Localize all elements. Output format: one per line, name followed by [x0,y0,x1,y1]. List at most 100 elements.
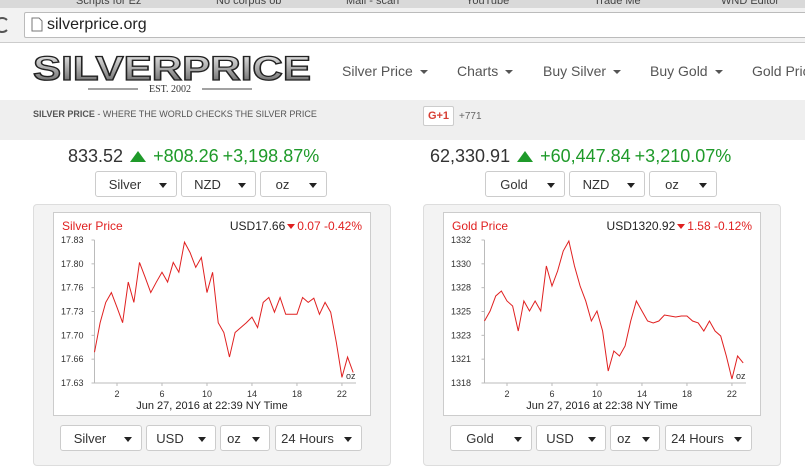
quote: USD1320.92 1.58 -0.12% [607,219,752,233]
y-tick-label: 17.63 [61,378,84,388]
select[interactable]: 24 Hours [275,425,362,451]
timestamp: Jun 27, 2016 at 22:39 NY Time [136,400,287,412]
price: 833.52 [68,146,124,166]
select-value: oz [227,431,241,446]
nav-label: Buy Silver [543,63,607,79]
y-tick-label: 17.76 [61,283,84,293]
select-caret [309,183,317,188]
select[interactable]: Silver [95,171,177,197]
quote-price: USD17.66 [229,219,286,233]
tab-title[interactable]: WND Editor [721,0,780,7]
select-value: oz [275,177,290,192]
select-value: Silver [73,431,107,446]
tab-title[interactable]: Mail - scari [346,0,400,7]
price-percent: +3,198.87% [222,146,320,166]
unit-label: oz [736,371,746,381]
x-tick-label: 2 [504,389,509,399]
nav-label: Gold Price [752,63,805,79]
select-value: oz [617,431,631,446]
gplus-count: +771 [459,111,482,122]
select[interactable]: Silver [60,425,142,451]
y-tick-label: 1325 [451,307,471,317]
select-value: USD [546,431,574,446]
select-caret [642,437,650,442]
nav-item[interactable]: Buy Gold [650,63,723,79]
reload-icon[interactable] [0,16,10,34]
price-change: +60,447.84 [540,146,631,166]
logo-est: EST. 2002 [149,84,191,95]
select[interactable]: USD [146,425,216,451]
x-tick-label: 6 [549,389,554,399]
select[interactable]: oz [649,171,717,197]
y-tick-label: 1328 [451,283,471,293]
select-caret [252,437,260,442]
select[interactable]: NZD [181,171,256,197]
tab-title[interactable]: No corpus ob [216,0,282,7]
nav-item[interactable]: Buy Silver [543,63,622,79]
nav-label: Charts [457,63,499,79]
quote-change: 0.07 [297,219,321,233]
select-value: NZD [194,177,221,192]
select[interactable]: 24 Hours [665,425,752,451]
select-caret [159,183,167,188]
nav-label: Buy Gold [650,63,708,79]
y-tick-label: 17.66 [61,354,84,364]
y-tick-label: 1323 [451,330,471,340]
select[interactable]: oz [260,171,327,197]
nav-item[interactable]: Gold Price [752,63,805,79]
select-caret [734,437,742,442]
price-line [94,240,354,378]
select[interactable]: Gold [485,171,565,197]
quote-percent: -0.12% [713,219,752,233]
tab-title[interactable]: Scripts for Ez [76,0,142,7]
site-header: SILVERPRICE EST. 2002 Silver Price Charts… [0,43,805,100]
tab-title[interactable]: Trade Me [594,0,641,7]
chart: 1318 1321 1323 1325 1328 1330 1332 2 6 10 14 18 22 oz… [451,235,746,412]
nav-caret [613,70,622,75]
quote-change: 1.58 [687,219,711,233]
url-box[interactable]: silverprice.org [24,12,805,38]
select-caret [238,183,246,188]
logo[interactable]: SILVERPRICE EST. 2002 [30,49,320,97]
select-value: Gold [466,431,494,446]
chart-title: Silver Price [62,219,123,233]
down-arrow [677,224,686,230]
nav-item[interactable]: Charts [457,63,514,79]
price: 62,330.91 [430,146,511,166]
select[interactable]: Gold [450,425,532,451]
chart-title: Gold Price [452,219,509,233]
select-caret [344,437,352,442]
select[interactable]: NZD [569,171,645,197]
chart-panel: Silver Price USD17.66 0.07 -0.42% 17.63 17.6… [33,204,391,466]
y-tick-label: 1332 [451,235,471,245]
select[interactable]: USD [536,425,606,451]
select-value: USD [156,431,184,446]
x-tick-label: 14 [637,389,647,399]
x-tick-label: 22 [337,389,347,399]
logo-text: SILVERPRICE [33,50,311,88]
chart-box: Silver Price USD17.66 0.07 -0.42% 17.63 17.6… [53,212,371,416]
select[interactable]: oz [610,425,660,451]
select[interactable]: oz [220,425,270,451]
nav-item[interactable]: Silver Price [342,63,428,79]
nav-label: Silver Price [342,63,413,79]
x-tick-label: 2 [114,389,119,399]
y-tick-label: 1330 [451,259,471,269]
timestamp: Jun 27, 2016 at 22:38 NY Time [526,400,677,412]
tab-title[interactable]: YouTube [466,0,510,7]
gplus-button[interactable]: G+1 [423,106,454,126]
unit-label: oz [346,371,356,381]
select-caret [514,437,522,442]
y-tick-label: 1321 [451,354,471,364]
y-tick-label: 1318 [451,378,471,388]
x-tick-label: 18 [682,389,692,399]
down-arrow [287,224,296,230]
select-caret [699,183,707,188]
select-caret [547,183,555,188]
page-icon [31,17,43,32]
chart: 17.63 17.66 17.70 17.73 17.76 17.80 17.83 2 6 10 1… [61,235,356,412]
select-value: NZD [582,177,610,192]
select-caret [124,437,132,442]
quote-price: USD1320.92 [606,219,676,233]
chart-box: Gold Price USD1320.92 1.58 -0.12% 1318 1321 1… [443,212,761,416]
